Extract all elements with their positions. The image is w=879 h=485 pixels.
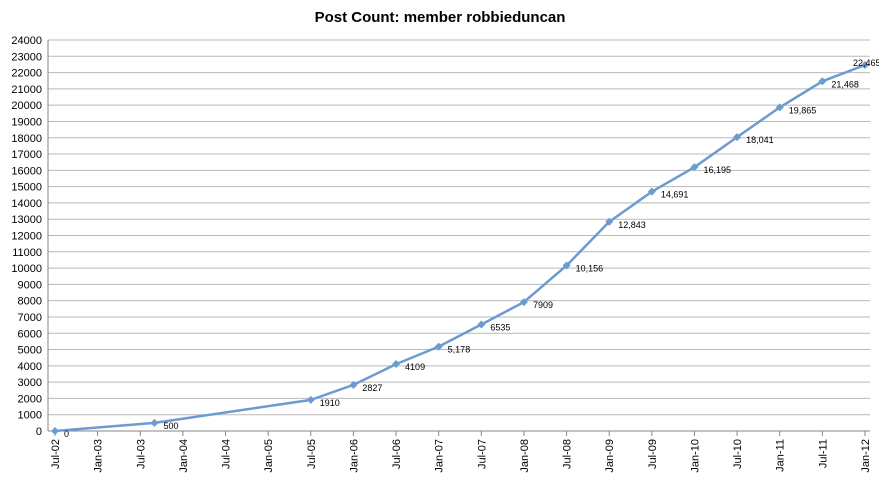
x-tick-label: Jul-11 — [817, 439, 829, 468]
chart-title: Post Count: member robbieduncan — [315, 9, 566, 26]
y-tick-label: 24000 — [11, 35, 42, 47]
data-point — [647, 187, 656, 196]
data-point — [818, 77, 827, 86]
x-tick-label: Jul-08 — [562, 439, 574, 469]
data-point — [519, 298, 528, 307]
data-point — [861, 61, 869, 70]
y-tick-label: 14000 — [11, 198, 42, 210]
data-label: 4109 — [405, 362, 425, 372]
data-label: 12,843 — [618, 220, 646, 230]
y-tick-label: 12000 — [11, 231, 42, 243]
data-label: 16,195 — [703, 165, 731, 175]
y-tick-label: 21000 — [11, 84, 42, 96]
x-tick-label: Jul-07 — [476, 439, 488, 469]
data-label: 10,156 — [576, 264, 604, 274]
y-tick-label: 17000 — [11, 149, 42, 161]
data-label: 7909 — [533, 300, 553, 310]
data-label: 18,041 — [746, 135, 774, 145]
y-tick-label: 4000 — [18, 361, 42, 373]
x-tick-label: Jul-02 — [50, 439, 62, 469]
data-point — [434, 342, 443, 351]
data-point — [605, 217, 614, 226]
data-point — [733, 133, 742, 142]
y-tick-label: 0 — [36, 426, 42, 438]
x-tick-label: Jul-09 — [647, 439, 659, 469]
x-tick-label: Jul-03 — [135, 439, 147, 469]
data-point — [306, 395, 315, 404]
data-label: 22,465 — [853, 58, 879, 68]
y-tick-label: 2000 — [18, 393, 42, 405]
x-tick-label: Jan-09 — [604, 439, 616, 473]
data-point — [477, 320, 486, 329]
data-label: 5,178 — [448, 345, 471, 355]
x-tick-label: Jan-12 — [860, 439, 872, 473]
y-tick-label: 16000 — [11, 165, 42, 177]
y-tick-label: 5000 — [18, 345, 42, 357]
data-label: 6535 — [490, 323, 510, 333]
data-point — [349, 380, 358, 389]
data-point — [392, 360, 401, 369]
data-point — [690, 163, 699, 172]
data-point — [51, 427, 59, 435]
data-point — [562, 261, 571, 270]
x-tick-label: Jul-04 — [221, 439, 233, 469]
data-label: 1910 — [320, 398, 340, 408]
y-tick-label: 19000 — [11, 116, 42, 128]
data-label: 0 — [64, 429, 69, 439]
data-label: 19,865 — [789, 105, 817, 115]
data-label: 14,691 — [661, 190, 689, 200]
y-tick-label: 10000 — [11, 263, 42, 275]
y-tick-label: 3000 — [18, 377, 42, 389]
x-tick-label: Jul-06 — [391, 439, 403, 469]
y-tick-label: 9000 — [18, 279, 42, 291]
data-point — [150, 418, 159, 427]
x-tick-label: Jan-04 — [178, 439, 190, 473]
series-line — [54, 63, 866, 433]
x-tick-label: Jan-08 — [519, 439, 531, 473]
data-label: 2827 — [362, 383, 382, 393]
y-tick-label: 22000 — [11, 68, 42, 80]
x-tick-label: Jan-06 — [348, 439, 360, 473]
x-tick-label: Jan-07 — [434, 439, 446, 473]
y-tick-label: 11000 — [12, 247, 42, 259]
y-tick-label: 8000 — [18, 296, 42, 308]
y-tick-label: 18000 — [11, 133, 42, 145]
data-label: 500 — [163, 421, 178, 431]
y-tick-label: 20000 — [11, 100, 42, 112]
x-tick-label: Jul-10 — [732, 439, 744, 469]
x-tick-label: Jan-03 — [93, 439, 105, 473]
y-tick-label: 15000 — [11, 182, 42, 194]
y-tick-label: 7000 — [18, 312, 42, 324]
data-label: 21,468 — [831, 79, 859, 89]
y-tick-label: 13000 — [11, 214, 42, 226]
y-tick-label: 1000 — [18, 410, 42, 422]
x-tick-label: Jan-10 — [689, 439, 701, 473]
x-tick-label: Jan-11 — [775, 439, 787, 472]
y-tick-label: 23000 — [11, 51, 42, 63]
x-tick-label: Jan-05 — [263, 439, 275, 473]
x-tick-label: Jul-05 — [306, 439, 318, 469]
y-tick-label: 6000 — [18, 328, 42, 340]
data-point — [775, 103, 784, 112]
